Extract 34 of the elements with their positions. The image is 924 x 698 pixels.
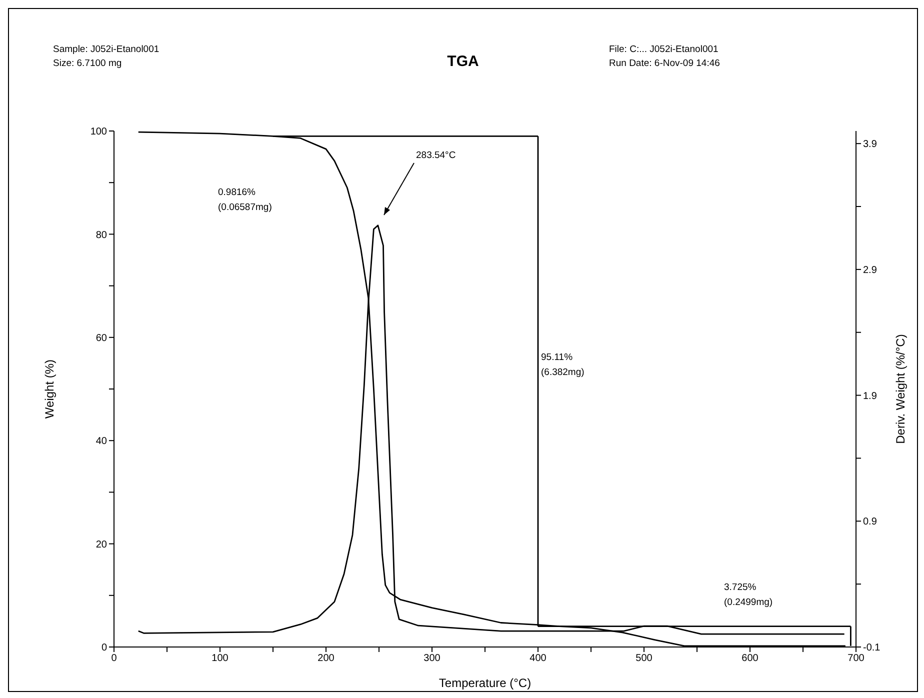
- annotation: (0.06587mg): [218, 202, 272, 213]
- text: File: C:... J052i-Etanol001: [609, 44, 718, 55]
- x-tick-label: 700: [848, 653, 865, 664]
- annotation: 0.9816%: [218, 187, 256, 198]
- x-tick-label: 400: [530, 653, 547, 664]
- y-tick-label: 100: [90, 126, 108, 138]
- x-tick-label: 100: [212, 653, 229, 664]
- annotation: (0.2499mg): [724, 597, 773, 608]
- y2-tick-label: 3.9: [863, 139, 878, 150]
- annotation: (6.382mg): [541, 367, 584, 378]
- chart-title: TGA: [447, 53, 479, 70]
- x-tick-label: 300: [424, 653, 441, 664]
- x-tick-label: 500: [636, 653, 653, 664]
- y-tick-label: 40: [96, 436, 108, 448]
- y2-tick-label: 0.9: [863, 516, 878, 528]
- y-tick-label: 0: [101, 642, 108, 654]
- x-axis-title: Temperature (°C): [438, 676, 532, 690]
- annotation: 283.54°C: [416, 150, 456, 161]
- y-tick-label: 20: [96, 539, 108, 550]
- x-tick-label: 200: [318, 653, 335, 664]
- y-tick-label: 80: [96, 230, 108, 241]
- y2-tick-label: 2.9: [863, 264, 878, 276]
- y-axis-title: Weight (%): [42, 359, 56, 419]
- x-tick-label: 0: [111, 653, 118, 664]
- text: Run Date: 6-Nov-09 14:46: [609, 58, 720, 69]
- y2-axis-title: Deriv. Weight (%/°C): [893, 334, 908, 444]
- x-tick-label: 600: [742, 653, 759, 664]
- y2-tick-label: -0.1: [863, 642, 881, 654]
- y2-tick-label: 1.9: [863, 390, 878, 402]
- annotation: 95.11%: [541, 352, 573, 363]
- annotation: 3.725%: [724, 582, 756, 593]
- y-tick-label: 60: [96, 332, 108, 344]
- text: Sample: J052i-Etanol001: [53, 44, 160, 55]
- text: Size: 6.7100 mg: [53, 58, 122, 69]
